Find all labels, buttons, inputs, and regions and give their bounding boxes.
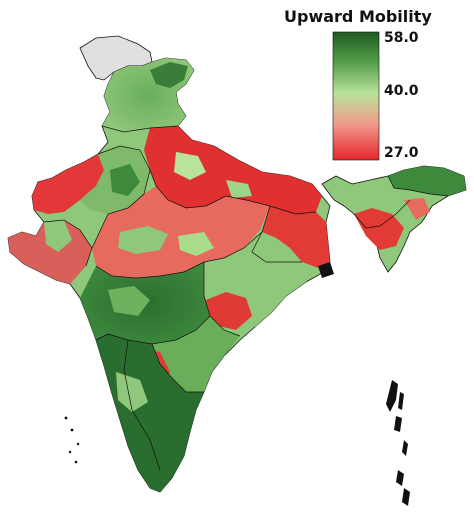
region-east-red bbox=[262, 206, 330, 268]
region-arunachal bbox=[388, 166, 466, 196]
region-northeast-red bbox=[354, 208, 404, 250]
region-karnataka-mixed bbox=[116, 372, 148, 412]
legend-mid-label: 40.0 bbox=[384, 83, 419, 99]
legend-color-bar bbox=[332, 31, 380, 161]
region-central bbox=[92, 186, 270, 278]
region-up-green-patch-2 bbox=[226, 180, 252, 198]
region-up-green-patch bbox=[174, 152, 206, 180]
region-central-green bbox=[118, 226, 168, 254]
region-odisha-red bbox=[206, 292, 252, 330]
legend-title: Upward Mobility bbox=[284, 7, 432, 26]
region-gujarat-green bbox=[44, 220, 72, 252]
state-borders bbox=[43, 125, 449, 471]
region-gujarat bbox=[8, 220, 92, 284]
region-central-green-2 bbox=[178, 232, 214, 256]
region-andhra bbox=[152, 316, 240, 392]
region-sundarbans bbox=[318, 262, 334, 278]
region-east-green bbox=[252, 232, 290, 262]
island-territories bbox=[64, 380, 410, 506]
region-gangetic-red bbox=[144, 126, 322, 214]
region-himachal-dark bbox=[150, 62, 188, 88]
region-west-red bbox=[32, 154, 104, 214]
legend-max-label: 58.0 bbox=[384, 30, 419, 46]
region-south bbox=[96, 334, 204, 492]
region-rajasthan-dark bbox=[110, 164, 140, 196]
legend-min-label: 27.0 bbox=[384, 145, 419, 161]
region-northeast-red-2 bbox=[404, 198, 430, 220]
region-maharashtra-light bbox=[108, 286, 150, 316]
